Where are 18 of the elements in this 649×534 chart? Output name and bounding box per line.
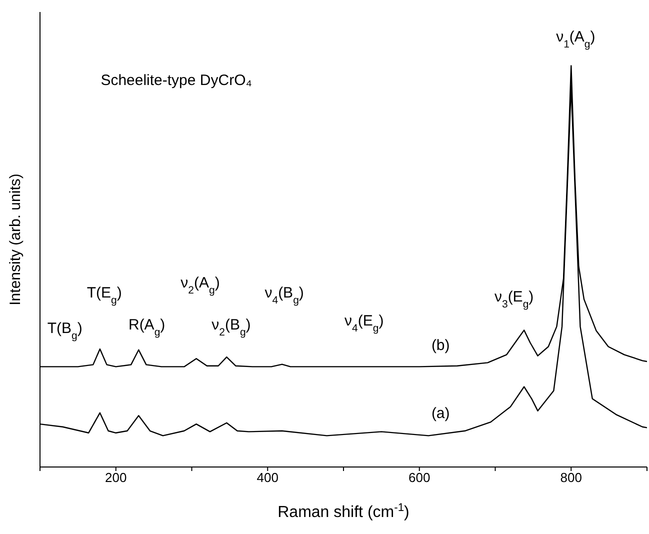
x-tick-label: 200: [105, 470, 127, 486]
annotation: ν$_{4}$(E$_{g}$): [344, 312, 384, 334]
x-tick-label: 400: [256, 470, 278, 486]
annotation: ν$_{4}$(B$_{g}$): [264, 284, 304, 306]
x-tick-label: 800: [560, 470, 582, 486]
series-label: (a): [431, 405, 450, 422]
x-tick-label: 600: [408, 470, 430, 486]
annotation: Scheelite-type DyCrO₄: [100, 72, 252, 89]
text: ν$_{1}$(A$_{g}$): [556, 28, 596, 51]
series-label: (b): [431, 337, 450, 354]
y-axis-title: Intensity (arb. units): [7, 174, 24, 306]
annotation: T(E$_{g}$): [86, 284, 122, 306]
annotation: ν$_{2}$(A$_{g}$): [180, 274, 220, 296]
x-axis-title: Raman shift (cm$^{-1}$): [278, 502, 410, 521]
annotation: ν$_{3}$(E$_{g}$): [494, 288, 534, 310]
annotation: R(A$_{g}$): [128, 316, 166, 339]
annotation: T(B$_{g}$): [47, 320, 82, 342]
annotation: ν$_{2}$(B$_{g}$): [212, 316, 251, 339]
